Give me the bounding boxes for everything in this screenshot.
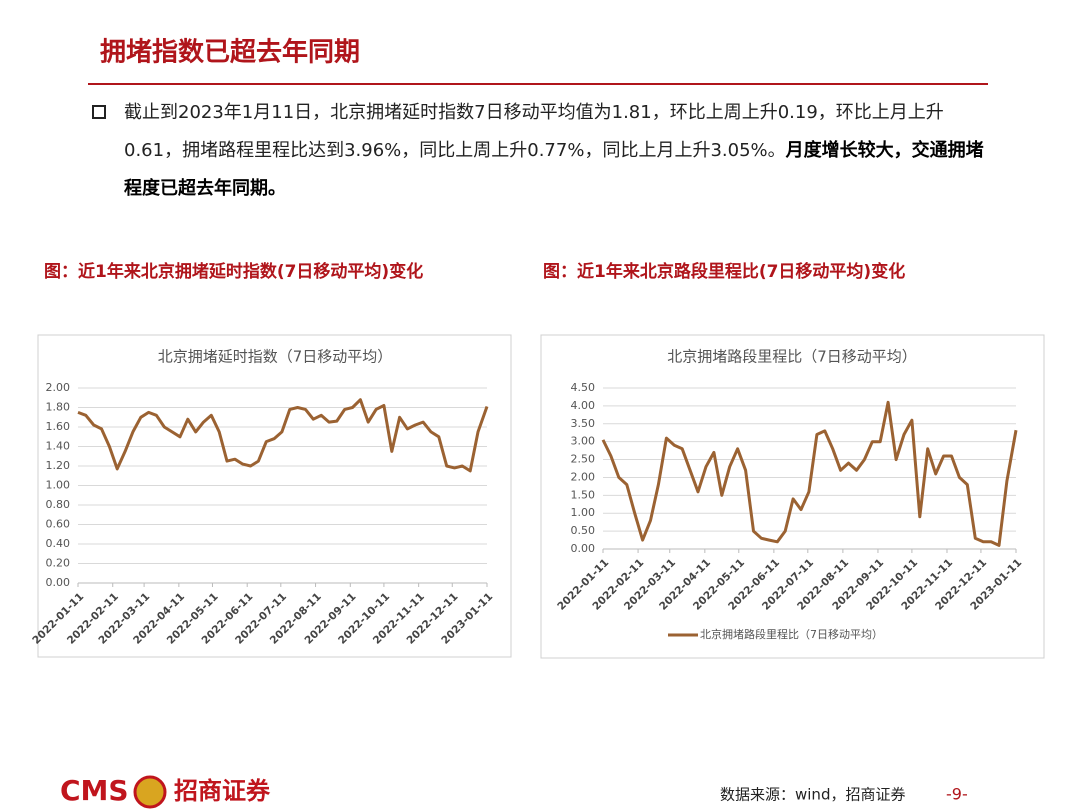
logo-name: 招商证券: [174, 777, 271, 805]
bullet-text: 截止到2023年1月11日，北京拥堵延时指数7日移动平均值为1.81，环比上周上…: [124, 94, 994, 208]
y-tick-label: 2.00: [46, 381, 71, 394]
y-tick-label: 0.20: [46, 557, 71, 570]
y-tick-label: 0.40: [46, 537, 71, 550]
y-tick-label: 0.50: [571, 524, 596, 537]
y-tick-label: 3.00: [571, 435, 596, 448]
y-tick-label: 2.50: [571, 453, 596, 466]
y-tick-label: 1.00: [571, 506, 596, 519]
chart-title: 北京拥堵延时指数（7日移动平均）: [158, 348, 393, 366]
page-title: 拥堵指数已超去年同期: [100, 37, 360, 68]
y-tick-label: 0.80: [46, 498, 71, 511]
caption: 图：近1年来北京路段里程比(7日移动平均)变化: [543, 261, 905, 282]
y-tick-label: 1.40: [46, 440, 71, 453]
legend-label: 北京拥堵路段里程比（7日移动平均）: [700, 627, 883, 641]
bullet-body: 截止到2023年1月11日，北京拥堵延时指数7日移动平均值为1.81，环比上周上…: [124, 102, 944, 161]
page-number: -9-: [946, 785, 968, 804]
logo-latin: CMS: [60, 774, 129, 807]
chart-frame: [540, 334, 1045, 659]
y-tick-label: 0.00: [46, 576, 71, 589]
series-line: [77, 398, 489, 473]
y-tick-label: 1.20: [46, 459, 71, 472]
y-tick-label: 1.80: [46, 401, 71, 414]
y-tick-label: 4.00: [571, 399, 596, 412]
series-line: [601, 400, 1018, 547]
bullet-box: [92, 105, 106, 119]
bullet-emphasis: 月度增长较大，交通拥堵程度已超去年同期。: [124, 140, 984, 199]
y-tick-label: 3.50: [571, 417, 596, 430]
y-tick-label: 1.00: [46, 479, 71, 492]
chart-frame: [37, 334, 512, 658]
y-tick-label: 0.00: [571, 542, 596, 555]
y-tick-label: 1.60: [46, 420, 71, 433]
logo-icon: [133, 775, 167, 809]
caption: 图：近1年来北京拥堵延时指数(7日移动平均)变化: [44, 261, 423, 282]
y-tick-label: 0.60: [46, 518, 71, 531]
y-tick-label: 2.00: [571, 470, 596, 483]
source: 数据来源：wind，招商证券: [720, 786, 905, 804]
y-tick-label: 1.50: [571, 488, 596, 501]
y-tick-label: 4.50: [571, 381, 596, 394]
chart-title: 北京拥堵路段里程比（7日移动平均）: [667, 348, 917, 366]
